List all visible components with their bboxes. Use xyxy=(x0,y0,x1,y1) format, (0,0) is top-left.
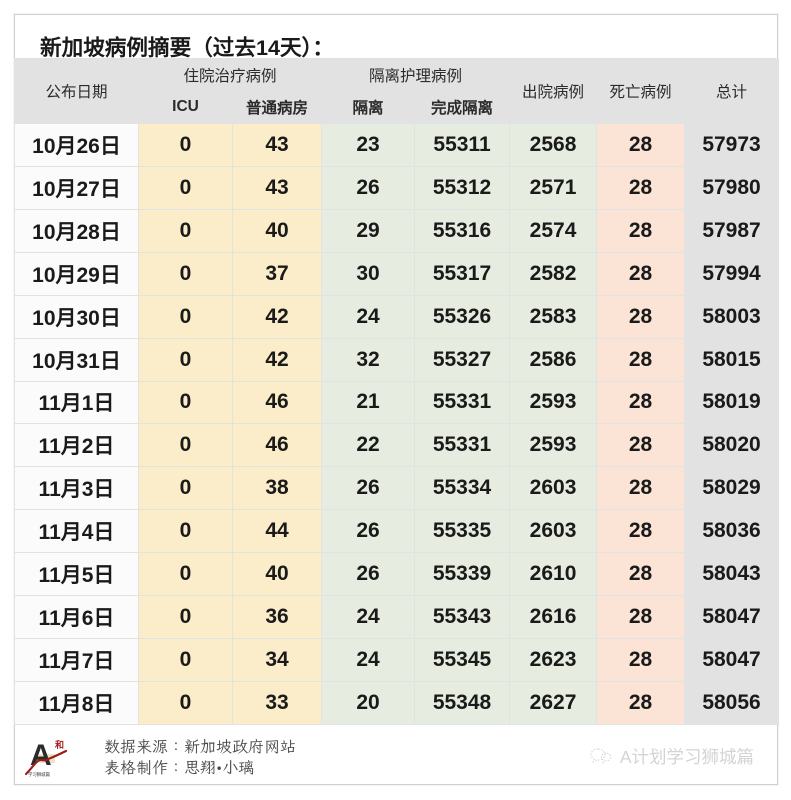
svg-text:和: 和 xyxy=(54,739,64,750)
svg-text:学习狮城篇: 学习狮城篇 xyxy=(28,771,51,778)
